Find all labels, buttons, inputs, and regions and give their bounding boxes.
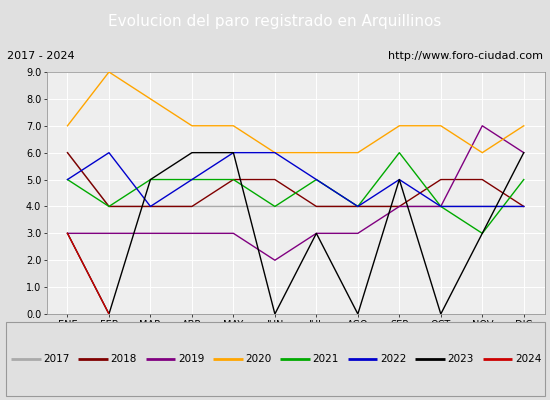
Text: 2019: 2019 <box>178 354 205 364</box>
FancyBboxPatch shape <box>6 322 544 396</box>
Text: 2017: 2017 <box>43 354 70 364</box>
Text: Evolucion del paro registrado en Arquillinos: Evolucion del paro registrado en Arquill… <box>108 14 442 29</box>
Text: 2017 - 2024: 2017 - 2024 <box>7 51 74 61</box>
Text: 2022: 2022 <box>380 354 406 364</box>
Text: 2021: 2021 <box>313 354 339 364</box>
Text: http://www.foro-ciudad.com: http://www.foro-ciudad.com <box>388 51 543 61</box>
Text: 2023: 2023 <box>448 354 474 364</box>
Text: 2020: 2020 <box>245 354 272 364</box>
Text: 2024: 2024 <box>515 354 541 364</box>
Text: 2018: 2018 <box>111 354 137 364</box>
